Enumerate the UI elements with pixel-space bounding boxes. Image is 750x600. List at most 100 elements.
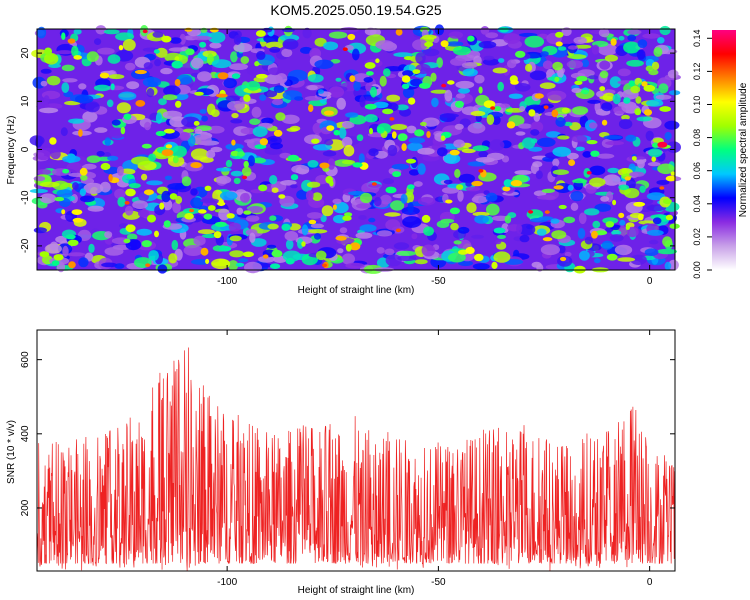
- heatmap-cell: [148, 153, 157, 162]
- heatmap-peak: [478, 169, 484, 173]
- heatmap-cell: [246, 80, 261, 91]
- heatmap-cell: [194, 128, 203, 134]
- heatmap-cell: [516, 223, 523, 234]
- heatmap-hotspot: [71, 209, 83, 216]
- heatmap-cell: [552, 158, 560, 167]
- heatmap-cell: [223, 78, 237, 89]
- heatmap-cell: [94, 38, 102, 45]
- heatmap-cell: [200, 27, 208, 33]
- heatmap-hotspot: [369, 127, 373, 135]
- snr-y-tick-label: 400: [20, 425, 31, 442]
- heatmap-cell: [407, 142, 423, 152]
- heatmap-cell: [300, 46, 313, 54]
- heatmap-hotspot: [123, 113, 132, 120]
- heatmap-cell: [453, 139, 465, 148]
- heatmap-cell: [599, 60, 611, 70]
- heatmap-cell: [430, 72, 437, 82]
- heatmap-cell: [489, 139, 505, 151]
- heatmap-hotspot: [53, 254, 64, 261]
- heatmap-cell: [642, 33, 661, 39]
- heatmap-hotspot: [590, 150, 600, 157]
- heatmap-cell: [291, 164, 310, 174]
- heatmap-cell: [385, 254, 402, 267]
- heatmap-cell: [158, 98, 167, 106]
- heatmap-hotspot: [319, 162, 330, 169]
- heatmap-hotspot: [414, 129, 425, 137]
- heatmap-cell: [602, 89, 616, 95]
- heatmap-hotspot: [586, 140, 598, 145]
- heatmap-hotspot: [308, 219, 317, 225]
- heatmap-cell: [572, 178, 588, 184]
- heatmap-cell: [566, 152, 579, 160]
- heatmap-cell: [466, 202, 477, 213]
- heatmap-cell: [611, 230, 622, 236]
- heatmap-cell: [607, 167, 620, 174]
- heatmap-cell: [600, 196, 610, 202]
- heatmap-hotspot: [226, 213, 235, 219]
- heatmap-hotspot: [198, 209, 207, 214]
- heatmap-hotspot: [163, 128, 175, 134]
- heatmap-cell: [666, 141, 681, 153]
- heatmap-cell: [478, 41, 497, 49]
- heatmap-hotspot: [171, 60, 183, 69]
- heatmap-cell: [79, 188, 87, 197]
- heatmap-hotspot: [612, 199, 617, 206]
- heatmap-cell: [240, 56, 250, 65]
- heatmap-cell: [639, 185, 646, 193]
- heatmap-cell: [396, 250, 417, 256]
- heatmap-cell: [359, 224, 377, 232]
- heatmap-cell: [191, 57, 204, 69]
- heatmap-cell: [81, 163, 97, 170]
- heatmap-cell: [312, 144, 333, 151]
- heatmap-cell: [644, 248, 659, 256]
- heatmap-cell: [301, 224, 309, 236]
- heatmap-hotspot: [184, 213, 194, 220]
- snr-y-tick-label: 600: [20, 351, 31, 368]
- heatmap-cell: [376, 230, 393, 237]
- heatmap-cell: [106, 85, 125, 91]
- heatmap-cell: [345, 112, 359, 118]
- heatmap-peak: [659, 186, 665, 190]
- heatmap-hotspot: [467, 35, 475, 42]
- heatmap-cell: [233, 177, 241, 185]
- heatmap-cell: [629, 171, 645, 177]
- heatmap-cell: [97, 47, 115, 55]
- heatmap-cell: [627, 29, 642, 35]
- snr-x-label: Height of straight line (km): [298, 585, 415, 596]
- heatmap-cell: [646, 192, 666, 201]
- heatmap-peak: [490, 106, 496, 110]
- heatmap-cell: [514, 83, 531, 92]
- heatmap-cell: [233, 34, 242, 46]
- heatmap-cell: [62, 155, 81, 163]
- heatmap-cell: [413, 181, 423, 187]
- heatmap-cell: [267, 244, 277, 249]
- heatmap-hotspot: [329, 180, 334, 187]
- heatmap-cell: [107, 155, 119, 161]
- heatmap-hotspot: [385, 186, 397, 194]
- heatmap-hotspot: [213, 231, 222, 239]
- heatmap-hotspot: [120, 126, 126, 135]
- heatmap-hotspot: [502, 186, 511, 192]
- heatmap-cell: [530, 129, 540, 136]
- heatmap-cell: [603, 135, 623, 140]
- heatmap-hotspot: [278, 194, 286, 199]
- heatmap-cell: [163, 85, 181, 96]
- heatmap-cell: [457, 226, 470, 234]
- heatmap-cell: [571, 135, 588, 143]
- heatmap-hotspot: [67, 38, 76, 44]
- heatmap-hotspot: [663, 198, 672, 205]
- colorbar-tick-label: 0.08: [692, 129, 702, 147]
- heatmap-cell: [296, 189, 309, 200]
- heatmap-cell: [359, 95, 366, 108]
- heatmap-cell: [582, 151, 592, 158]
- heatmap-cell: [467, 122, 486, 134]
- heatmap-cell: [668, 259, 679, 271]
- heatmap-cell: [474, 215, 489, 224]
- heatmap-hotspot: [209, 27, 219, 33]
- heatmap-cell: [536, 228, 547, 236]
- heatmap-cell: [270, 142, 283, 150]
- heatmap-cell: [541, 188, 555, 193]
- heatmap-cell: [581, 59, 590, 68]
- heatmap-cell: [417, 196, 436, 206]
- heatmap-cell: [280, 180, 297, 186]
